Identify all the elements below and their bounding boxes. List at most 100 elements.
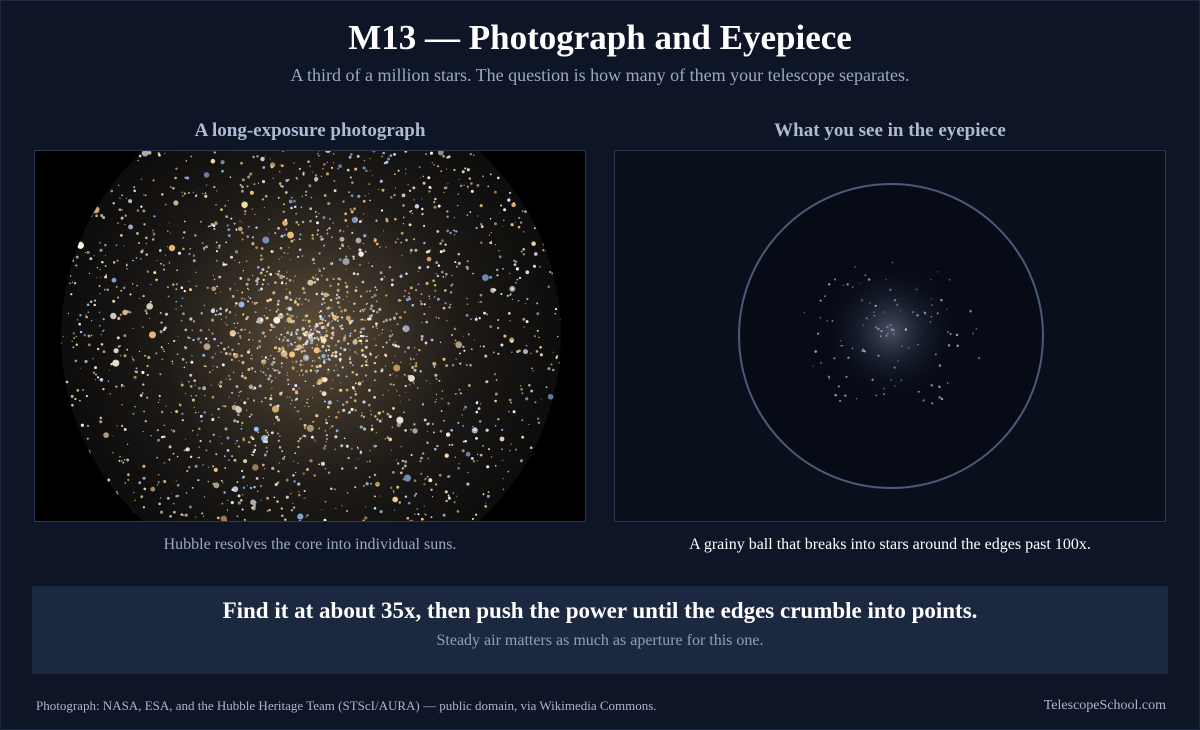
star bbox=[379, 411, 382, 414]
star bbox=[559, 318, 561, 321]
star bbox=[180, 383, 184, 387]
star bbox=[295, 212, 298, 215]
star bbox=[385, 219, 389, 223]
star bbox=[310, 328, 313, 331]
star bbox=[220, 351, 223, 353]
star bbox=[510, 223, 514, 227]
star bbox=[509, 294, 511, 297]
star bbox=[331, 425, 334, 428]
star bbox=[264, 396, 267, 399]
star bbox=[476, 460, 479, 462]
star bbox=[465, 314, 469, 317]
star bbox=[289, 492, 292, 495]
star bbox=[413, 494, 416, 497]
star bbox=[293, 280, 295, 282]
star bbox=[315, 274, 317, 276]
star bbox=[259, 271, 263, 275]
star bbox=[410, 428, 412, 431]
star bbox=[276, 369, 279, 372]
star bbox=[373, 507, 377, 510]
star bbox=[252, 155, 255, 159]
star bbox=[424, 479, 426, 481]
star bbox=[100, 333, 102, 336]
star bbox=[446, 229, 449, 233]
star bbox=[205, 365, 207, 368]
star bbox=[938, 385, 941, 389]
star bbox=[219, 275, 222, 278]
star bbox=[184, 346, 188, 350]
star bbox=[427, 249, 431, 253]
star bbox=[396, 422, 402, 428]
star bbox=[490, 287, 496, 293]
star bbox=[409, 519, 414, 521]
star bbox=[453, 501, 456, 504]
star bbox=[147, 355, 151, 360]
star bbox=[349, 361, 352, 364]
star bbox=[352, 257, 355, 260]
star bbox=[126, 443, 129, 445]
star bbox=[332, 387, 334, 390]
star bbox=[268, 508, 271, 512]
star bbox=[184, 220, 186, 223]
star bbox=[212, 433, 215, 436]
star bbox=[288, 279, 292, 282]
star bbox=[199, 414, 203, 418]
star bbox=[865, 317, 868, 320]
star bbox=[510, 340, 514, 343]
star bbox=[276, 404, 280, 408]
star bbox=[407, 346, 410, 350]
star bbox=[147, 151, 152, 155]
star bbox=[164, 326, 167, 330]
star bbox=[226, 308, 228, 310]
star bbox=[318, 463, 321, 466]
star bbox=[90, 214, 93, 218]
star bbox=[396, 323, 399, 326]
star bbox=[489, 173, 492, 176]
star bbox=[250, 413, 253, 416]
star bbox=[385, 365, 387, 367]
star bbox=[332, 222, 334, 224]
star bbox=[200, 220, 202, 223]
star bbox=[423, 505, 425, 507]
star bbox=[282, 457, 285, 460]
star bbox=[140, 205, 143, 208]
star bbox=[234, 314, 237, 316]
star bbox=[198, 411, 200, 413]
star bbox=[316, 330, 319, 333]
star bbox=[499, 212, 500, 214]
star bbox=[99, 277, 102, 279]
star bbox=[302, 434, 305, 437]
star bbox=[362, 166, 366, 170]
star bbox=[286, 396, 288, 398]
star bbox=[330, 354, 334, 358]
star bbox=[463, 184, 465, 186]
star bbox=[175, 288, 178, 291]
star bbox=[542, 249, 545, 252]
star bbox=[369, 307, 373, 311]
star bbox=[916, 314, 919, 317]
star bbox=[319, 358, 321, 360]
star bbox=[353, 207, 357, 211]
star bbox=[402, 216, 405, 219]
star bbox=[247, 288, 250, 291]
star bbox=[433, 201, 436, 204]
star bbox=[312, 420, 315, 423]
star bbox=[220, 479, 223, 482]
star bbox=[229, 287, 232, 290]
star bbox=[354, 167, 358, 171]
star bbox=[256, 283, 258, 286]
star bbox=[323, 301, 326, 304]
star bbox=[334, 344, 338, 347]
star bbox=[411, 303, 415, 307]
star bbox=[90, 334, 93, 337]
star bbox=[376, 327, 378, 329]
star bbox=[369, 450, 371, 452]
star bbox=[365, 303, 368, 306]
star bbox=[432, 431, 435, 434]
star bbox=[404, 289, 406, 292]
star bbox=[220, 318, 223, 320]
star bbox=[243, 459, 248, 464]
star bbox=[301, 220, 305, 224]
star bbox=[428, 190, 431, 193]
star bbox=[446, 475, 450, 478]
